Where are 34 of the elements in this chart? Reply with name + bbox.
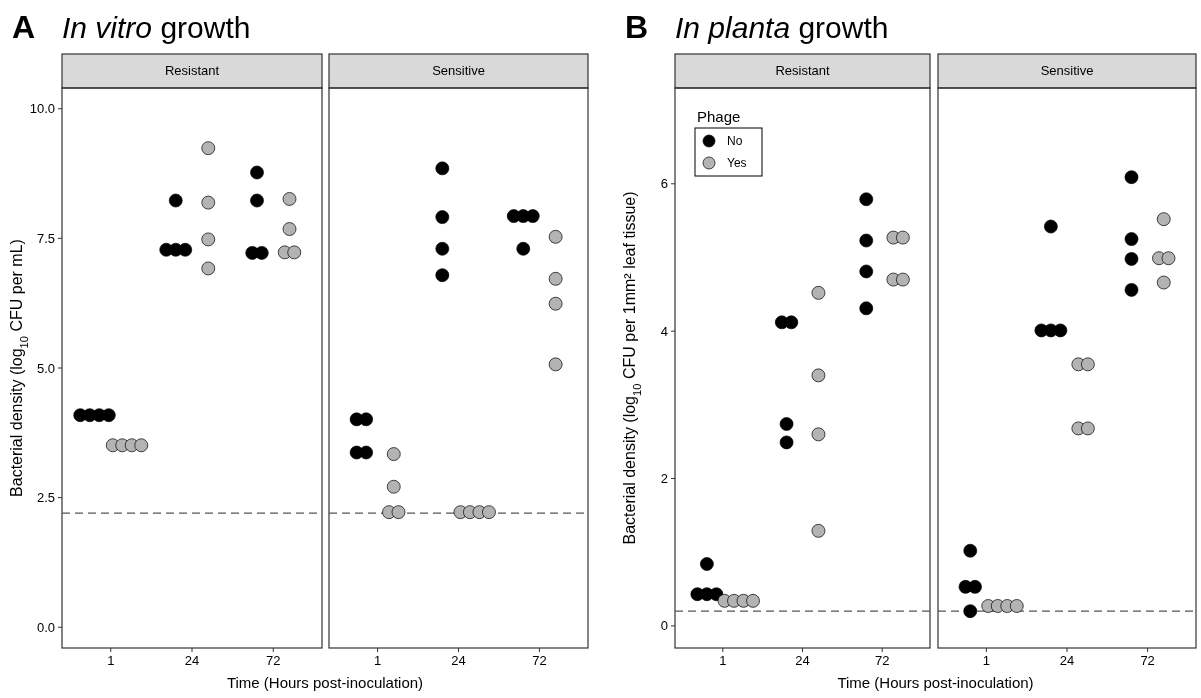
y-tick-label: 5.0	[36, 360, 55, 376]
legend-label: No	[727, 134, 743, 148]
chart-subtitle: Resistant	[164, 63, 220, 78]
y-tick-label: 0	[660, 618, 668, 634]
x-tick-label: 24	[1059, 653, 1075, 668]
chart-subtitle: Sensitive	[432, 63, 485, 78]
y-tick-label: 4	[660, 323, 668, 339]
chart-title: In planta growth	[675, 11, 889, 44]
y-tick-label: 7.5	[36, 230, 55, 246]
legend-label: Yes	[727, 156, 747, 170]
x-tick-label: 1	[719, 653, 727, 668]
x-tick-label: 1	[107, 653, 115, 668]
x-axis-title: Time (Hours post-inoculation)	[226, 674, 424, 691]
x-tick-label: 24	[184, 653, 200, 668]
x-tick-label: 72	[532, 653, 547, 668]
x-tick-label: 1	[373, 653, 382, 668]
x-tick-label: 72	[266, 653, 281, 668]
y-tick-label: 2	[660, 471, 668, 487]
legend-title: Phage	[697, 108, 741, 125]
text: A	[12, 9, 36, 45]
x-tick-label: 24	[795, 653, 810, 668]
x-tick-label: 1	[982, 653, 990, 668]
y-tick-label: 10.0	[29, 101, 55, 117]
chart-subtitle: Resistant	[775, 63, 830, 78]
y-tick-label: 0.0	[36, 619, 55, 635]
y-tick-label: 6	[660, 176, 668, 192]
chart-subtitle: Sensitive	[1040, 63, 1094, 78]
x-axis-title: Time (Hours post-inoculation)	[837, 674, 1034, 691]
chart-title: In vitro growth	[62, 11, 251, 44]
text: B	[625, 9, 649, 45]
x-tick-label: 72	[874, 653, 890, 668]
y-tick-label: 2.5	[36, 490, 55, 506]
x-tick-label: 24	[451, 653, 466, 668]
x-tick-label: 72	[1140, 653, 1155, 668]
